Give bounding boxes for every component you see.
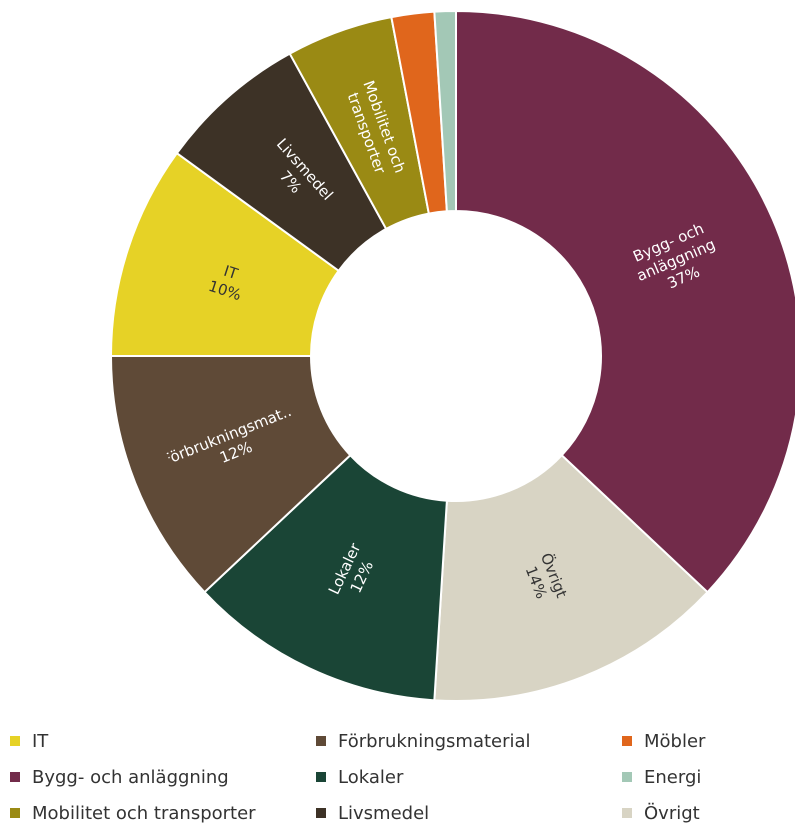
slice-value: 10%	[206, 276, 244, 305]
donut-slice	[455, 9, 795, 594]
legend-label: Övrigt	[644, 802, 700, 824]
donut-slice	[433, 453, 709, 702]
legend-label: Livsmedel	[338, 803, 429, 824]
legend-label: Möbler	[644, 731, 706, 752]
donut-slice	[433, 9, 457, 213]
donut-slice	[203, 453, 448, 702]
legend-label: IT	[32, 731, 49, 752]
legend-swatch	[622, 736, 632, 746]
legend-swatch	[316, 808, 326, 818]
legend-swatch	[316, 736, 326, 746]
legend-swatch	[316, 772, 326, 782]
legend-swatch	[10, 736, 20, 746]
legend-label: Mobilitet och transporter	[32, 803, 256, 824]
legend-swatch	[10, 808, 20, 818]
legend-label: Lokaler	[338, 767, 404, 788]
legend-label: Bygg- och anläggning	[32, 767, 229, 788]
legend-label: Förbrukningsmaterial	[338, 731, 531, 752]
legend-swatch	[622, 772, 632, 782]
legend-swatch	[622, 808, 632, 818]
donut-slice	[109, 355, 352, 594]
legend-swatch	[10, 772, 20, 782]
legend-label: Energi	[644, 767, 701, 788]
donut-slice	[109, 151, 341, 357]
